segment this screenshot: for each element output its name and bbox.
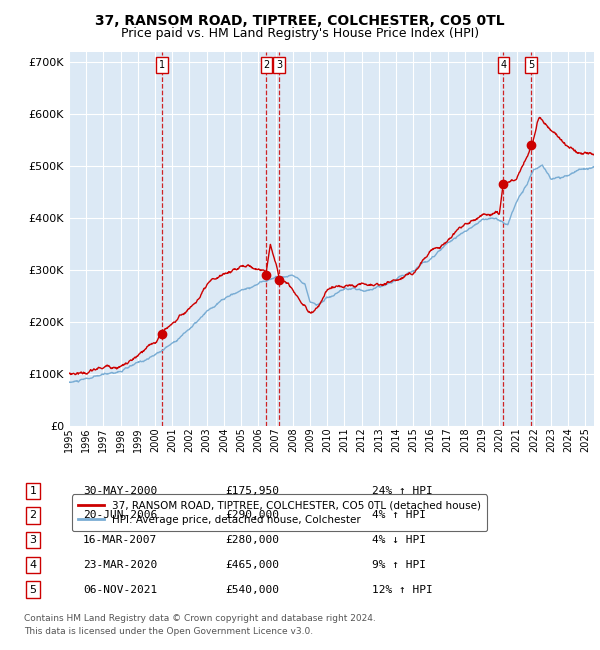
Text: £290,000: £290,000 xyxy=(225,510,279,521)
Text: 4% ↑ HPI: 4% ↑ HPI xyxy=(372,510,426,521)
Text: 37, RANSOM ROAD, TIPTREE, COLCHESTER, CO5 0TL: 37, RANSOM ROAD, TIPTREE, COLCHESTER, CO… xyxy=(95,14,505,29)
Text: 2: 2 xyxy=(29,510,37,521)
Text: 2: 2 xyxy=(263,60,269,70)
Text: 1: 1 xyxy=(159,60,165,70)
Text: 20-JUN-2006: 20-JUN-2006 xyxy=(83,510,157,521)
Text: £540,000: £540,000 xyxy=(225,584,279,595)
Text: 4: 4 xyxy=(29,560,37,570)
Text: 24% ↑ HPI: 24% ↑ HPI xyxy=(372,486,433,496)
Text: 3: 3 xyxy=(29,535,37,545)
Text: £465,000: £465,000 xyxy=(225,560,279,570)
Text: This data is licensed under the Open Government Licence v3.0.: This data is licensed under the Open Gov… xyxy=(24,627,313,636)
Text: 9% ↑ HPI: 9% ↑ HPI xyxy=(372,560,426,570)
Text: 5: 5 xyxy=(29,584,37,595)
Text: Contains HM Land Registry data © Crown copyright and database right 2024.: Contains HM Land Registry data © Crown c… xyxy=(24,614,376,623)
Text: 23-MAR-2020: 23-MAR-2020 xyxy=(83,560,157,570)
Text: 4% ↓ HPI: 4% ↓ HPI xyxy=(372,535,426,545)
Text: 3: 3 xyxy=(276,60,282,70)
Text: 5: 5 xyxy=(528,60,534,70)
Text: 06-NOV-2021: 06-NOV-2021 xyxy=(83,584,157,595)
Text: 12% ↑ HPI: 12% ↑ HPI xyxy=(372,584,433,595)
Text: 4: 4 xyxy=(500,60,506,70)
Text: £175,950: £175,950 xyxy=(225,486,279,496)
Text: £280,000: £280,000 xyxy=(225,535,279,545)
Text: 16-MAR-2007: 16-MAR-2007 xyxy=(83,535,157,545)
Text: Price paid vs. HM Land Registry's House Price Index (HPI): Price paid vs. HM Land Registry's House … xyxy=(121,27,479,40)
Legend: 37, RANSOM ROAD, TIPTREE, COLCHESTER, CO5 0TL (detached house), HPI: Average pri: 37, RANSOM ROAD, TIPTREE, COLCHESTER, CO… xyxy=(71,495,487,531)
Text: 1: 1 xyxy=(29,486,37,496)
Text: 30-MAY-2000: 30-MAY-2000 xyxy=(83,486,157,496)
